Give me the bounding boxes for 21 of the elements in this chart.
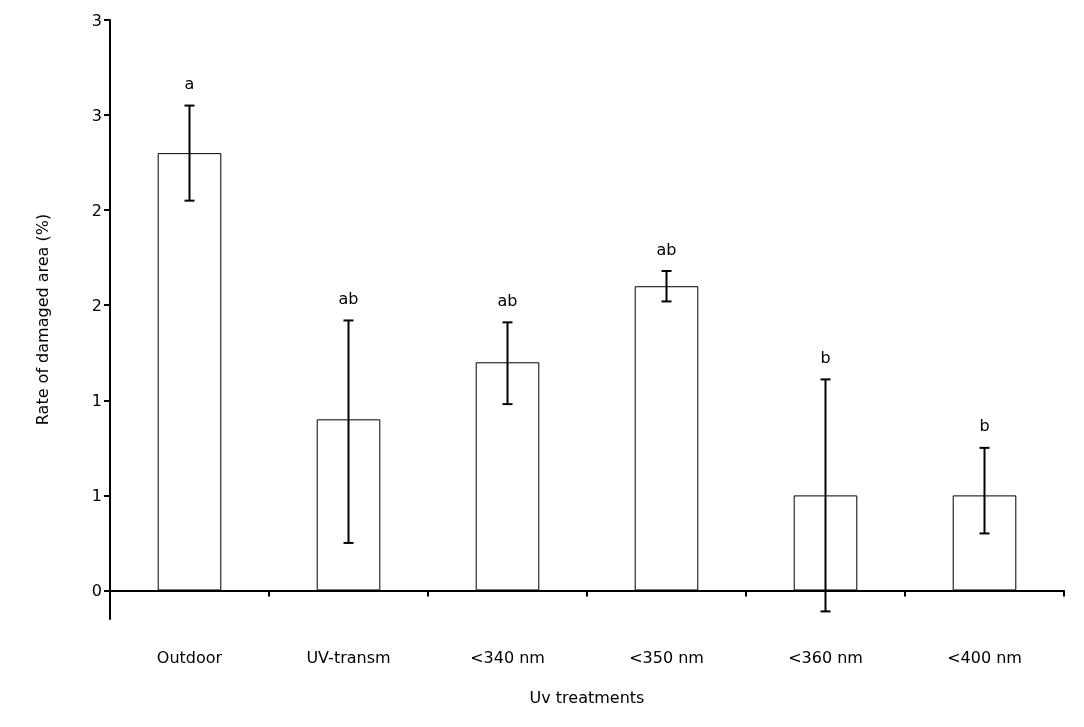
y-tick-label: 1 [91, 485, 102, 505]
x-axis-title: Uv treatments [529, 687, 645, 707]
annotation: b [979, 416, 990, 436]
y-axis-title: Rate of damaged area (%) [32, 213, 52, 426]
annotation: a [184, 74, 195, 94]
y-tick-label: 0 [91, 580, 102, 600]
x-tick-label: Outdoor [156, 647, 223, 667]
y-tick-label: 2 [91, 200, 102, 220]
annotation: ab [656, 239, 677, 259]
annotation: ab [338, 288, 359, 308]
y-tick-label: 2 [91, 295, 102, 315]
x-tick-label: <400 nm [947, 647, 1022, 667]
y-tick-label: 3 [91, 10, 102, 30]
x-tick-label: UV-transm [306, 647, 391, 667]
annotation: b [820, 347, 831, 367]
x-tick-label: <340 nm [470, 647, 545, 667]
y-tick-label: 1 [91, 390, 102, 410]
x-tick-label: <350 nm [629, 647, 704, 667]
annotation: ab [497, 290, 518, 310]
y-tick-label: 3 [91, 105, 102, 125]
x-tick-label: <360 nm [788, 647, 863, 667]
